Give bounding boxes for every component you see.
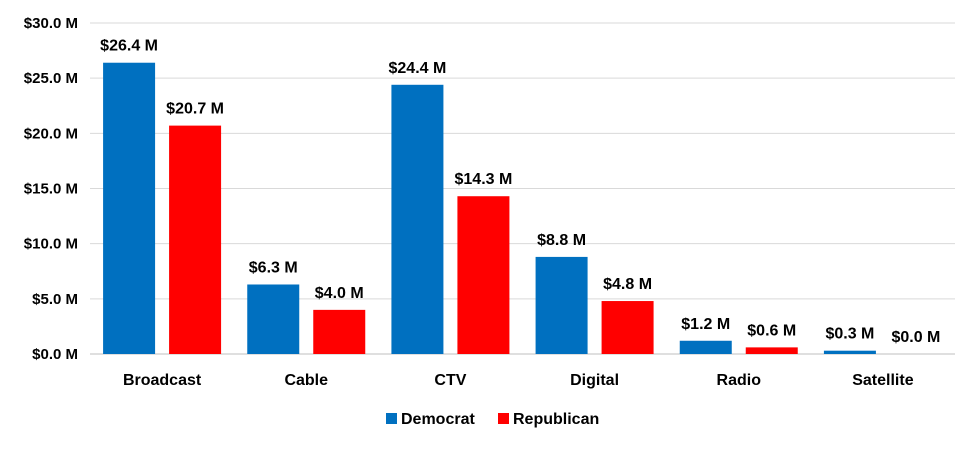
bars — [103, 62, 876, 354]
bar-democrat-cable — [247, 284, 300, 354]
legend-label-republican: Republican — [513, 411, 599, 428]
data-label-democrat-broadcast: $26.4 M — [100, 38, 158, 55]
data-label-democrat-radio: $1.2 M — [681, 316, 730, 333]
legend-swatch-democrat — [386, 413, 397, 424]
gridlines — [90, 22, 955, 355]
y-tick-label-2: $10.0 M — [24, 236, 78, 253]
y-tick-label-3: $15.0 M — [24, 181, 78, 198]
data-label-republican-broadcast: $20.7 M — [166, 101, 224, 118]
legend-label-democrat: Democrat — [401, 411, 475, 428]
data-label-democrat-cable: $6.3 M — [249, 259, 298, 276]
data-label-republican-cable: $4.0 M — [315, 285, 364, 302]
category-label-ctv: CTV — [434, 372, 466, 389]
bar-republican-ctv — [457, 196, 510, 354]
category-label-cable: Cable — [284, 372, 328, 389]
data-label-democrat-satellite: $0.3 M — [825, 326, 874, 343]
data-label-democrat-ctv: $24.4 M — [389, 60, 447, 77]
bar-democrat-ctv — [391, 84, 444, 354]
category-label-broadcast: Broadcast — [123, 372, 202, 389]
y-tick-label-5: $25.0 M — [24, 70, 78, 87]
bar-democrat-broadcast — [103, 62, 156, 354]
y-tick-label-0: $0.0 M — [32, 346, 78, 363]
y-tick-label-1: $5.0 M — [32, 291, 78, 308]
y-axis-tick-labels: $0.0 M $5.0 M $10.0 M $15.0 M $20.0 M $25.0 M… — [24, 15, 78, 363]
data-label-republican-radio: $0.6 M — [747, 322, 796, 339]
data-label-republican-digital: $4.8 M — [603, 276, 652, 293]
bar-republican-digital — [601, 301, 654, 354]
y-tick-label-4: $20.0 M — [24, 125, 78, 142]
bar-democrat-satellite — [823, 350, 876, 354]
category-label-satellite: Satellite — [852, 372, 913, 389]
legend: Democrat Republican — [386, 411, 599, 428]
category-label-radio: Radio — [717, 372, 762, 389]
bar-democrat-radio — [679, 340, 732, 354]
data-label-republican-satellite: $0.0 M — [891, 329, 940, 346]
x-axis-category-labels: Broadcast Cable CTV Digital Radio Satellite — [123, 372, 914, 389]
category-label-digital: Digital — [570, 372, 619, 389]
bar-republican-radio — [745, 347, 798, 354]
data-label-democrat-digital: $8.8 M — [537, 232, 586, 249]
bar-democrat-digital — [535, 256, 588, 354]
data-labels: $26.4 M $20.7 M $6.3 M $4.0 M $24.4 M $14.3 M… — [100, 38, 940, 346]
legend-swatch-republican — [498, 413, 509, 424]
y-tick-label-6: $30.0 M — [24, 15, 78, 32]
data-label-republican-ctv: $14.3 M — [455, 171, 513, 188]
bar-republican-cable — [313, 309, 366, 354]
bar-republican-broadcast — [169, 125, 222, 354]
